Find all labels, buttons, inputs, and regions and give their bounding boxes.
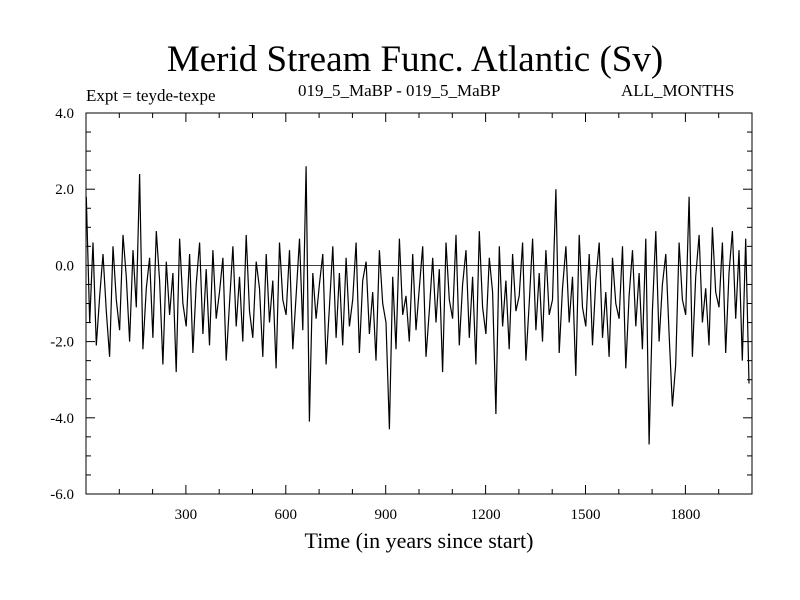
x-tick-label: 1200 (471, 507, 501, 523)
x-axis-label: Time (in years since start) (304, 528, 534, 553)
y-tick-label: -6.0 (50, 487, 74, 503)
dataset-label: 019_5_MaBP - 019_5_MaBP (298, 81, 501, 100)
y-tick-label: -4.0 (50, 411, 74, 427)
y-tick-label: 0.0 (55, 258, 74, 274)
months-label: ALL_MONTHS (621, 81, 735, 100)
experiment-label: Expt = teyde-texpe (86, 86, 216, 105)
plot-frame (85, 112, 753, 495)
axis-ticks (86, 112, 752, 495)
x-tick-label: 1800 (670, 507, 700, 523)
x-tick-label: 300 (175, 507, 198, 523)
y-tick-label: -2.0 (50, 335, 74, 351)
x-tick-label: 900 (374, 507, 397, 523)
tick-labels: 300 600 900 1200 1500 1800 -6.0 -4.0 -2.0 0.0 2.0 4… (50, 106, 700, 523)
y-tick-label: 2.0 (55, 182, 74, 198)
x-tick-label: 600 (275, 507, 298, 523)
y-tick-label: 4.0 (55, 106, 74, 122)
chart-title: Merid Stream Func. Atlantic (Sv) (166, 39, 664, 80)
x-tick-label: 1500 (571, 507, 601, 523)
series-line (85, 166, 750, 445)
